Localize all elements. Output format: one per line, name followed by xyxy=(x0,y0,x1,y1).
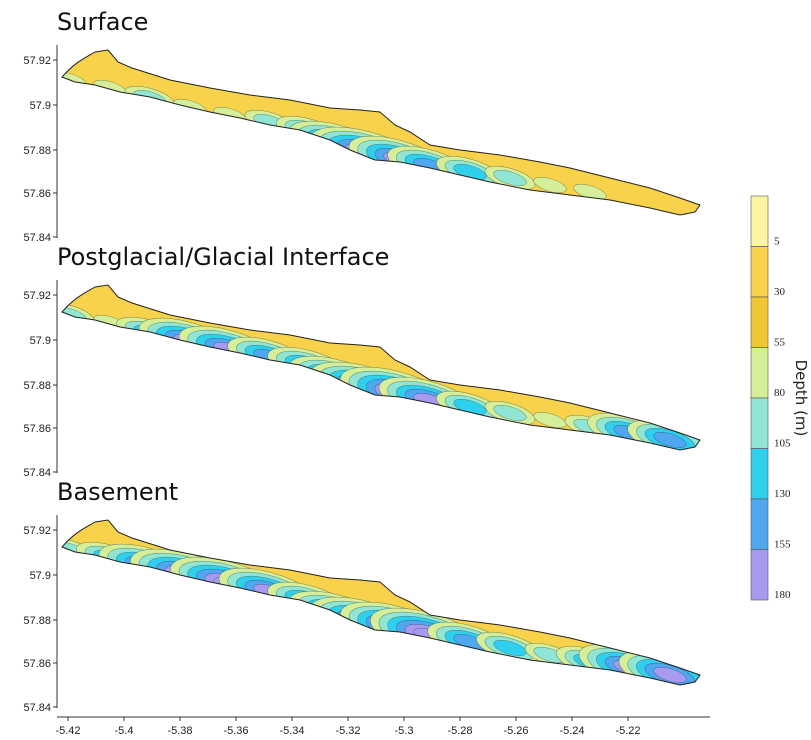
colorbar-swatch xyxy=(750,195,769,247)
x-tick-label: -5.22 xyxy=(615,725,640,737)
depth-contour xyxy=(533,177,567,193)
x-tick-label: -5.42 xyxy=(55,725,80,737)
depth-contour xyxy=(493,640,527,656)
colorbar-swatch xyxy=(750,246,769,298)
depth-contour xyxy=(653,432,687,448)
depth-contour xyxy=(493,170,527,186)
colorbar-tick-label: 80 xyxy=(774,387,786,399)
y-tick-label: 57.92 xyxy=(23,525,51,537)
depth-contour xyxy=(653,667,687,683)
y-tick-label: 57.9 xyxy=(30,100,51,112)
y-tick-label: 57.86 xyxy=(23,423,51,435)
loch-water-body xyxy=(62,285,700,450)
map-panel: Postglacial/Glacial Interface 57.92 57.9 57… xyxy=(23,243,701,479)
x-tick-label: -5.38 xyxy=(167,725,192,737)
y-tick-label: 57.88 xyxy=(23,380,51,392)
colorbar-swatch xyxy=(750,448,769,500)
colorbar-swatch xyxy=(750,347,769,399)
x-tick-label: -5.28 xyxy=(447,725,472,737)
shoreline xyxy=(61,284,701,451)
colorbar-swatch xyxy=(750,296,769,348)
depth-contour xyxy=(533,412,567,428)
depth-colorbar: 5 30 55 80 105 130 155 180 Depth (m) xyxy=(750,195,810,601)
y-tick-label: 57.88 xyxy=(23,615,51,627)
y-tick-label: 57.9 xyxy=(30,570,51,582)
x-tick-label: -5.34 xyxy=(279,725,304,737)
colorbar-swatch xyxy=(750,549,769,601)
colorbar-tick-label: 130 xyxy=(774,488,791,500)
x-tick-label: -5.32 xyxy=(335,725,360,737)
colorbar-swatch xyxy=(750,397,769,449)
panel-title: Postglacial/Glacial Interface xyxy=(57,243,389,271)
y-tick-label: 57.92 xyxy=(23,290,51,302)
map-panel: Basement 57.92 57.9 57.88 57.86 57.84 xyxy=(23,478,701,714)
x-tick-label: -5.24 xyxy=(559,725,584,737)
y-tick-label: 57.84 xyxy=(23,232,51,244)
y-tick-label: 57.86 xyxy=(23,188,51,200)
shoreline xyxy=(61,519,701,686)
panel-title: Basement xyxy=(57,478,178,506)
shoreline xyxy=(61,49,701,216)
y-tick-label: 57.86 xyxy=(23,658,51,670)
colorbar-tick-label: 30 xyxy=(774,286,786,298)
colorbar-tick-label: 155 xyxy=(774,539,791,551)
colorbar-tick-label: 105 xyxy=(774,438,791,450)
x-tick-label: -5.4 xyxy=(115,725,134,737)
map-panel: Surface 57.92 57.9 57.88 57.86 57.84 xyxy=(23,8,701,244)
colorbar-tick-label: 5 xyxy=(774,236,780,248)
panel-title: Surface xyxy=(57,8,148,36)
colorbar-tick-label: 180 xyxy=(774,589,791,601)
colorbar-tick-label: 55 xyxy=(774,337,786,349)
y-tick-label: 57.92 xyxy=(23,55,51,67)
x-tick-label: -5.36 xyxy=(223,725,248,737)
colorbar-swatch xyxy=(750,498,769,550)
y-tick-label: 57.88 xyxy=(23,145,51,157)
x-tick-label: -5.26 xyxy=(503,725,528,737)
colorbar-label: Depth (m) xyxy=(792,360,810,437)
y-tick-label: 57.84 xyxy=(23,467,51,479)
depth-contour xyxy=(493,405,527,421)
y-tick-label: 57.84 xyxy=(23,702,51,714)
x-tick-label: -5.3 xyxy=(395,725,414,737)
y-tick-label: 57.9 xyxy=(30,335,51,347)
loch-water-body xyxy=(62,50,700,215)
